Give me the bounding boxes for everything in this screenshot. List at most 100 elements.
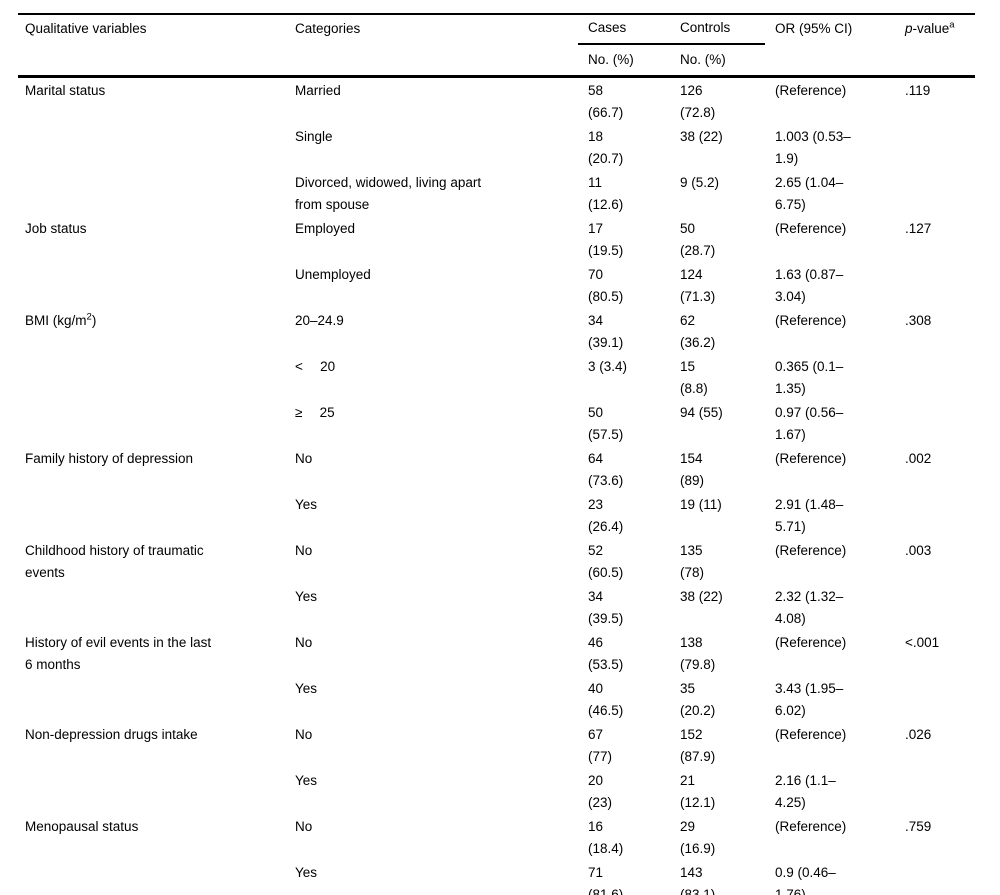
variable-cell xyxy=(18,262,288,308)
or-ci-header: OR (95% CI) xyxy=(775,21,853,36)
empty-subheader xyxy=(895,44,975,76)
table-row: Family history of depression No 64 (73.6… xyxy=(18,446,975,492)
pvalue-cell: .026 xyxy=(905,726,932,742)
cases-cell: 20 (23) xyxy=(588,772,613,810)
controls-cell: 143 (83.1) xyxy=(680,864,716,895)
pvalue-cell: .127 xyxy=(905,220,932,236)
category-cell: No xyxy=(295,634,313,650)
cases-cell: 71 (81.6) xyxy=(588,864,624,895)
cases-cell: 11 (12.6) xyxy=(588,174,624,212)
pvalue-cell xyxy=(895,170,975,216)
variable-cell xyxy=(18,860,288,895)
category-cell: Yes xyxy=(295,496,318,512)
category-cell: No xyxy=(295,726,313,742)
table-row: Childhood history of traumatic events No… xyxy=(18,538,975,584)
or-cell: 2.91 (1.48– 5.71) xyxy=(775,496,844,534)
controls-cell: 152 (87.9) xyxy=(680,726,716,764)
table-body: Marital status Married 58 (66.7) 126 (72… xyxy=(18,76,975,895)
bmi-label-superscript: 2 xyxy=(86,311,92,322)
controls-cell: 50 (28.7) xyxy=(680,220,716,258)
controls-cell: 19 (11) xyxy=(680,496,722,512)
category-cell: Yes xyxy=(295,680,318,696)
pvalue-header: p-valuea xyxy=(895,14,975,44)
or-cell: (Reference) xyxy=(775,312,847,328)
controls-cell: 35 (20.2) xyxy=(680,680,716,718)
or-cell: 2.32 (1.32– 4.08) xyxy=(775,588,844,626)
pvalue-cell xyxy=(895,492,975,538)
pvalue-cell xyxy=(895,676,975,722)
or-cell: 0.365 (0.1– 1.35) xyxy=(775,358,844,396)
controls-cell: 124 (71.3) xyxy=(680,266,716,304)
bmi-label-prefix: BMI (kg/m xyxy=(25,312,87,328)
table-row: < 20 3 (3.4) 15 (8.8) 0.365 (0.1– 1.35) xyxy=(18,354,975,400)
cases-cell: 58 (66.7) xyxy=(588,82,624,120)
controls-cell: 135 (78) xyxy=(680,542,705,580)
variable-cell xyxy=(18,124,288,170)
table-header: Qualitative variables Categories Cases C… xyxy=(18,14,975,76)
variable-cell xyxy=(18,584,288,630)
variable-cell: Childhood history of traumatic events xyxy=(25,542,204,580)
or-cell: (Reference) xyxy=(775,726,847,742)
controls-cell: 94 (55) xyxy=(680,404,723,420)
variable-cell: History of evil events in the last 6 mon… xyxy=(25,634,212,672)
variable-cell: BMI (kg/m2) xyxy=(18,308,288,354)
controls-cell: 15 (8.8) xyxy=(680,358,708,396)
pvalue-cell: <.001 xyxy=(905,634,940,650)
cases-cell: 3 (3.4) xyxy=(588,358,628,374)
controls-cell: 154 (89) xyxy=(680,450,705,488)
or-cell: (Reference) xyxy=(775,818,847,834)
variable-cell xyxy=(18,768,288,814)
pvalue-cell: .308 xyxy=(905,312,932,328)
empty-subheader xyxy=(18,44,288,76)
cases-cell: 18 (20.7) xyxy=(588,128,624,166)
pvalue-header-footnote-marker: a xyxy=(949,19,955,31)
category-cell: Single xyxy=(295,128,333,144)
variable-cell xyxy=(18,170,288,216)
variable-cell: Menopausal status xyxy=(25,818,139,834)
cases-cell: 70 (80.5) xyxy=(588,266,624,304)
cases-cell: 16 (18.4) xyxy=(588,818,624,856)
pvalue-cell xyxy=(895,584,975,630)
category-cell: Married xyxy=(295,82,341,98)
cases-cell: 17 (19.5) xyxy=(588,220,624,258)
category-cell: 20–24.9 xyxy=(295,312,344,328)
cases-cell: 52 (60.5) xyxy=(588,542,624,580)
or-cell: 2.65 (1.04– 6.75) xyxy=(775,174,844,212)
empty-subheader xyxy=(765,44,895,76)
cases-subheader: No. (%) xyxy=(588,51,634,67)
cases-cell: 67 (77) xyxy=(588,726,613,764)
table-row: ≥ 25 50 (57.5) 94 (55) 0.97 (0.56– 1.67) xyxy=(18,400,975,446)
category-cell: Unemployed xyxy=(295,266,371,282)
or-cell: 2.16 (1.1– 4.25) xyxy=(775,772,836,810)
qualitative-variables-header: Qualitative variables xyxy=(25,21,147,36)
or-cell: 0.97 (0.56– 1.67) xyxy=(775,404,844,442)
controls-cell: 38 (22) xyxy=(680,588,723,604)
or-cell: (Reference) xyxy=(775,634,847,650)
variable-cell xyxy=(18,492,288,538)
table-row: Yes 23 (26.4) 19 (11) 2.91 (1.48– 5.71) xyxy=(18,492,975,538)
or-cell: 1.003 (0.53– 1.9) xyxy=(775,128,851,166)
controls-cell: 9 (5.2) xyxy=(680,174,720,190)
category-cell: Yes xyxy=(295,864,318,880)
or-cell: (Reference) xyxy=(775,542,847,558)
or-cell: (Reference) xyxy=(775,450,847,466)
table-row: Non-depression drugs intake No 67 (77) 1… xyxy=(18,722,975,768)
variable-cell: Marital status xyxy=(25,82,106,98)
controls-cell: 38 (22) xyxy=(680,128,723,144)
or-cell: (Reference) xyxy=(775,220,847,236)
controls-cell: 21 (12.1) xyxy=(680,772,716,810)
controls-cell: 126 (72.8) xyxy=(680,82,716,120)
or-cell: 0.9 (0.46– 1.76) xyxy=(775,864,836,895)
variable-cell: Family history of depression xyxy=(25,450,194,466)
pvalue-cell xyxy=(895,354,975,400)
empty-subheader xyxy=(288,44,578,76)
pvalue-cell xyxy=(895,262,975,308)
bmi-label-suffix: ) xyxy=(91,312,97,328)
cases-cell: 64 (73.6) xyxy=(588,450,624,488)
variable-cell xyxy=(18,676,288,722)
category-cell: Employed xyxy=(295,220,356,236)
table-row: History of evil events in the last 6 mon… xyxy=(18,630,975,676)
pvalue-cell: .003 xyxy=(905,542,932,558)
table-row: Unemployed 70 (80.5) 124 (71.3) 1.63 (0.… xyxy=(18,262,975,308)
